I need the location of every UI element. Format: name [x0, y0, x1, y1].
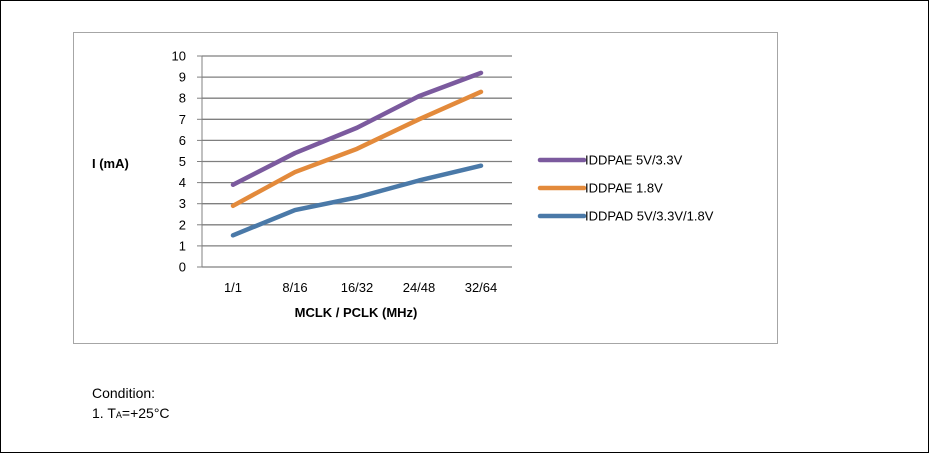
y-tick-label: 7 [179, 112, 186, 127]
condition-item-prefix: 1. T [92, 405, 116, 421]
chart-area [73, 32, 778, 344]
x-axis-title: MCLK / PCLK (MHz) [295, 305, 418, 320]
y-tick-label: 5 [179, 154, 186, 169]
legend: IDDPAE 5V/3.3V IDDPAE 1.8V IDDPAD 5V/3.3V/… [537, 153, 714, 224]
y-tick-label: 0 [179, 260, 186, 275]
y-tick-label: 8 [179, 91, 186, 106]
y-tick-labels: 0 1 2 3 4 5 6 7 8 9 10 [172, 49, 186, 275]
x-tick-label: 24/48 [403, 280, 436, 295]
gridlines [197, 55, 512, 268]
y-axis-title: I (mA) [92, 156, 129, 171]
x-tick-label: 32/64 [465, 280, 498, 295]
condition-item: 1. TA=+25°C [92, 403, 170, 425]
series-line-1 [230, 70, 484, 187]
series-lines [230, 70, 484, 238]
y-tick-label: 6 [179, 133, 186, 148]
condition-item-subscript: A [115, 410, 122, 420]
condition-item-suffix: =+25°C [121, 405, 170, 421]
y-tick-label: 3 [179, 196, 186, 211]
x-tick-label: 8/16 [282, 280, 307, 295]
legend-label: IDDPAE 5V/3.3V [585, 153, 683, 168]
y-tick-label: 9 [179, 70, 186, 85]
x-tick-label: 16/32 [341, 280, 374, 295]
y-tick-label: 1 [179, 238, 186, 253]
condition-title: Condition: [92, 385, 156, 401]
x-tick-label: 1/1 [224, 280, 242, 295]
x-tick-labels: 1/1 8/16 16/32 24/48 32/64 [224, 280, 497, 295]
y-tick-label: 10 [172, 49, 186, 64]
y-tick-label: 2 [179, 217, 186, 232]
condition-note: Condition: 1. TA=+25°C [92, 383, 170, 425]
legend-label: IDDPAE 1.8V [585, 181, 663, 196]
legend-label: IDDPAD 5V/3.3V/1.8V [585, 209, 714, 224]
y-tick-label: 4 [179, 175, 186, 190]
